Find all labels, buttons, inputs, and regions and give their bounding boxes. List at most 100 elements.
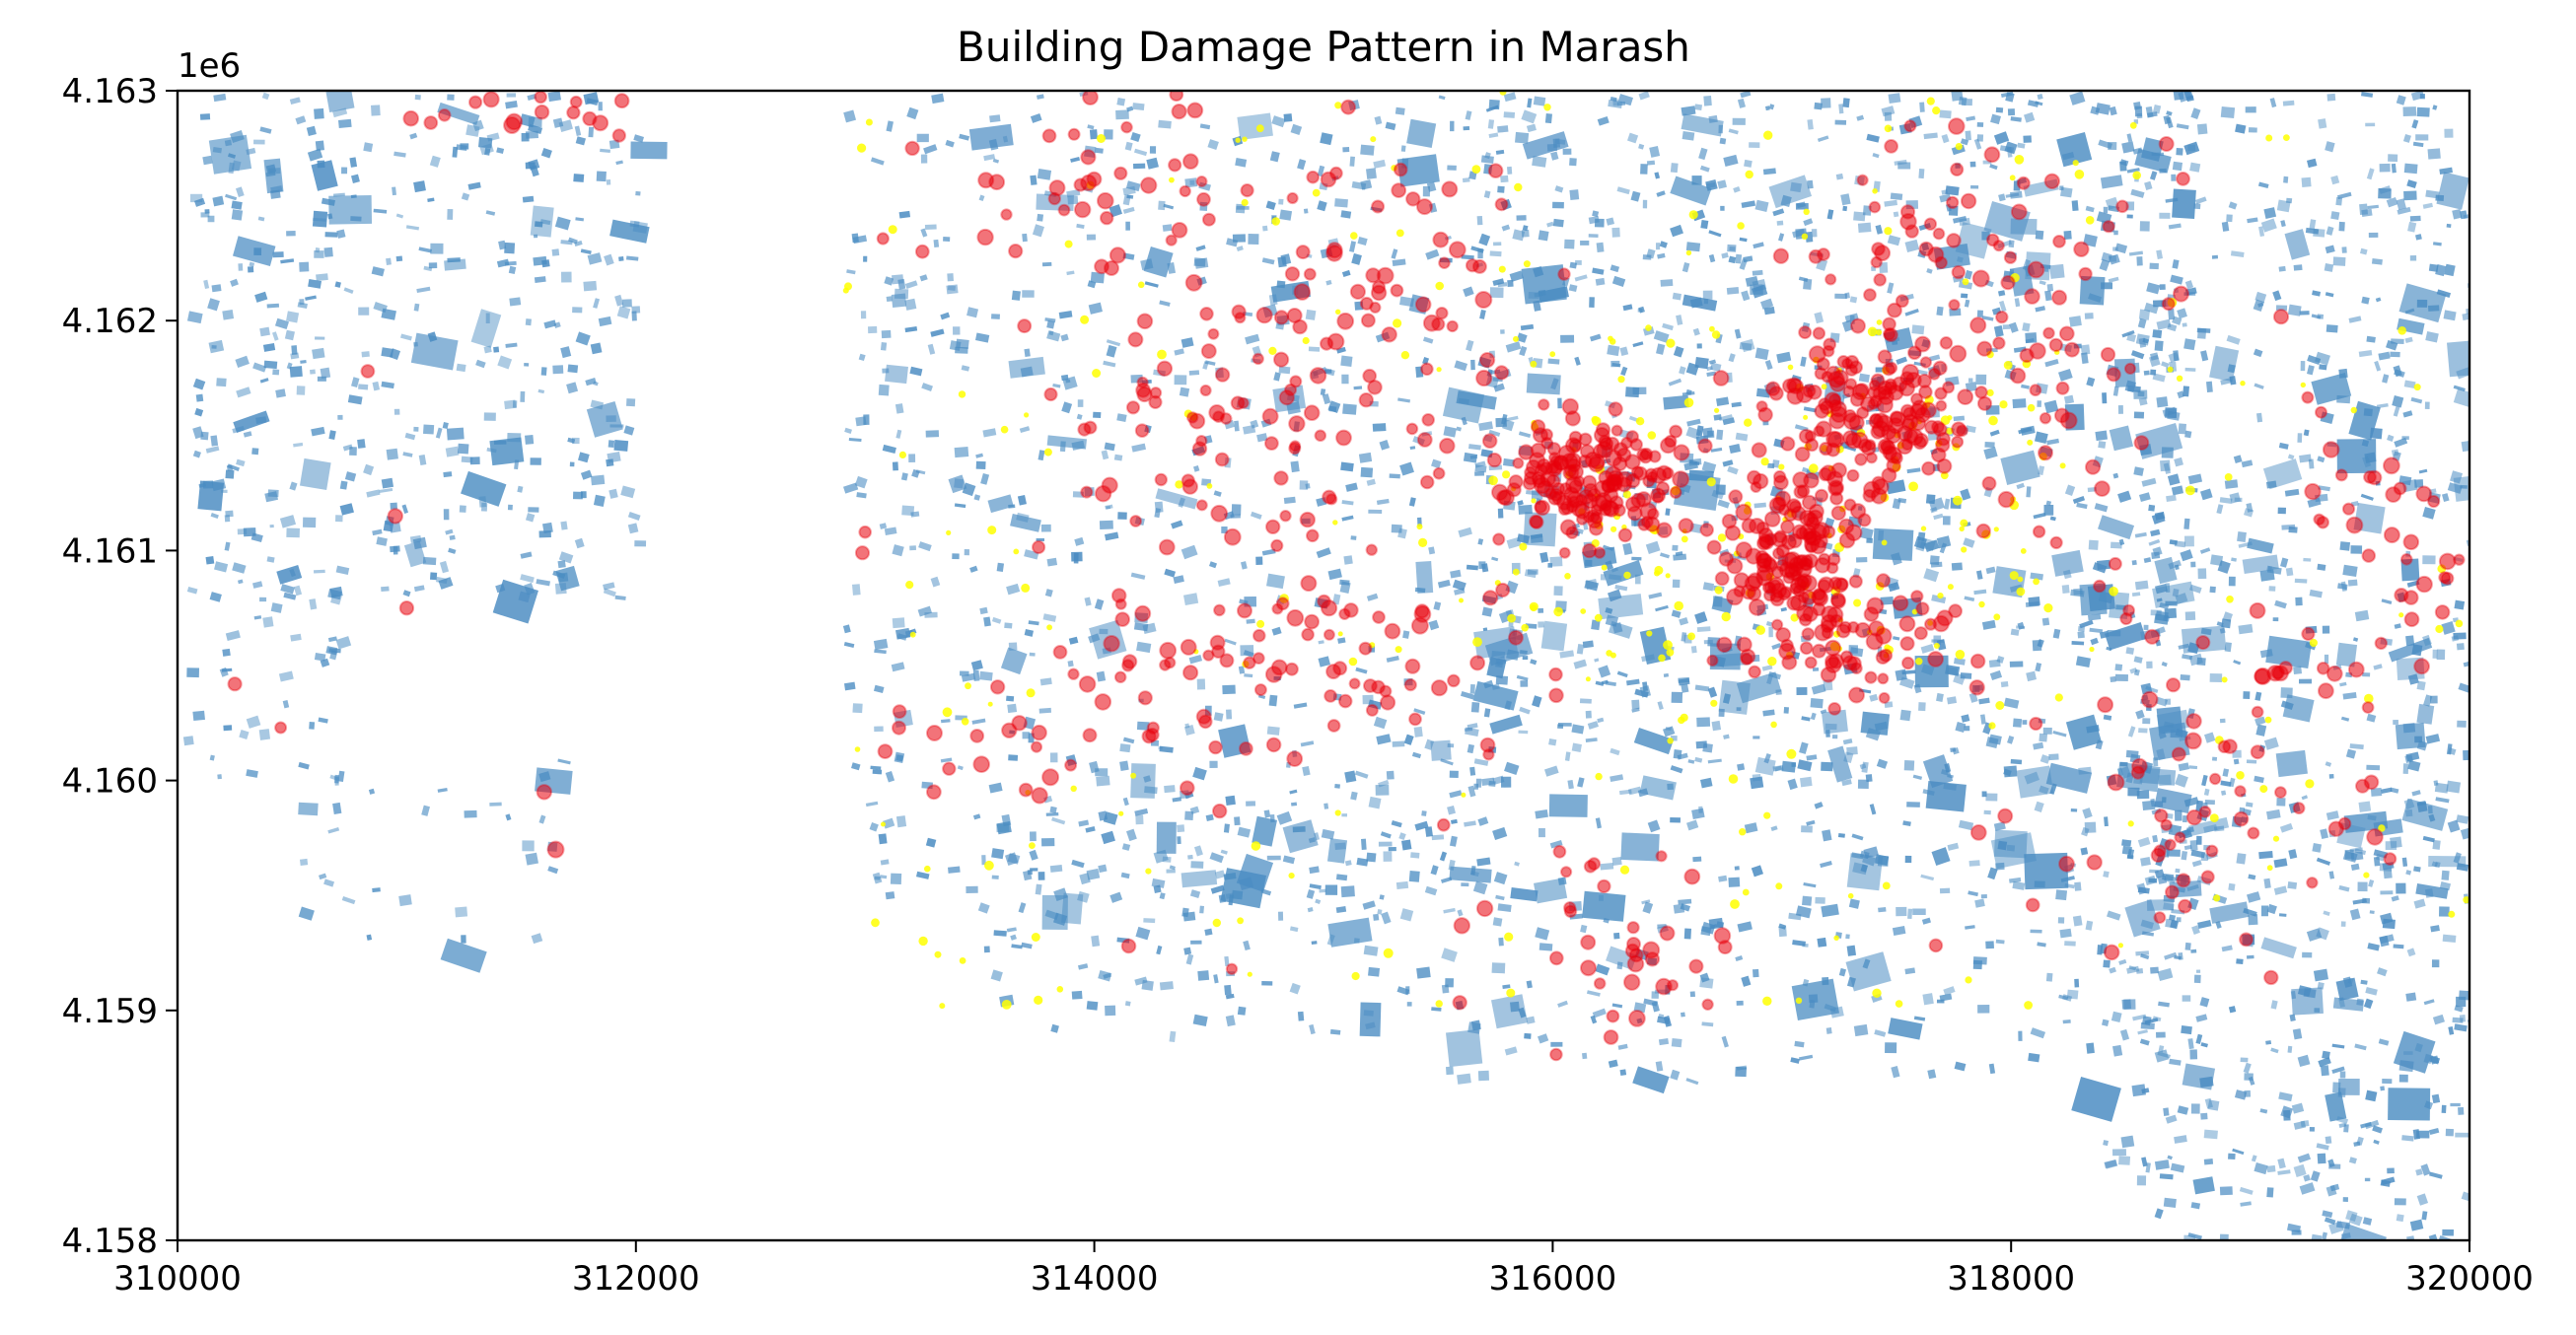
building-footprint [2388,154,2398,163]
building-footprint [1447,743,1455,748]
building-footprint [2070,808,2078,812]
building-footprint [357,439,366,449]
severe-damage-point [1997,808,2014,824]
building-footprint [286,527,300,538]
moderate-damage-point [2350,406,2357,414]
moderate-damage-point [1435,281,1444,291]
severe-damage-point [1270,538,1284,553]
building-footprint [449,534,456,540]
building-footprint [2383,868,2393,879]
severe-damage-point [2322,441,2340,458]
building-footprint [1122,206,1135,214]
building-footprint [1006,583,1021,596]
building-footprint [2362,897,2371,904]
severe-damage-point [1413,605,1432,623]
severe-damage-point [1325,664,1342,680]
building-footprint [1243,424,1256,435]
moderate-damage-point [1601,564,1608,571]
building-footprint [957,765,964,771]
building-footprint [1463,286,1474,298]
building-footprint [1656,243,1661,250]
building-footprint [276,564,303,585]
building-footprint [1353,386,1363,390]
building-footprint [2121,845,2132,856]
building-footprint [1309,866,1320,875]
building-footprint [1719,137,1727,145]
moderate-damage-point [2074,170,2085,179]
building-footprint [2119,161,2127,172]
moderate-damage-point [1988,722,1996,730]
building-footprint [631,306,641,314]
building-footprint [1020,366,1034,378]
building-footprint [310,369,316,375]
severe-damage-point [2301,390,2315,404]
building-footprint [489,437,525,466]
severe-damage-point [876,232,890,246]
severe-damage-point [1606,1009,1620,1023]
building-footprint [2018,1030,2023,1041]
building-footprint [525,318,532,326]
building-footprint [2133,411,2145,419]
moderate-damage-point [1521,623,1529,632]
severe-damage-point [1234,312,1247,324]
building-footprint [2244,1073,2254,1081]
severe-damage-point [1969,316,1987,334]
severe-damage-point [1827,393,1841,406]
building-footprint [253,139,265,145]
severe-damage-point [2102,220,2115,234]
building-footprint [1980,894,1987,899]
severe-damage-point [1164,656,1177,669]
building-footprint [2338,221,2345,232]
building-footprint [1409,446,1416,450]
building-footprint [2413,866,2421,873]
building-footprint [1443,426,1457,438]
severe-damage-point [1255,307,1273,324]
moderate-damage-point [1580,608,1587,614]
building-footprint [1340,355,1353,367]
building-footprint [216,378,227,387]
building-footprint [954,447,969,458]
building-footprint [539,219,551,226]
building-footprint [383,520,394,532]
building-footprint [1250,511,1262,520]
building-footprint [1146,157,1159,170]
building-footprint [588,126,594,138]
building-footprint [890,873,902,885]
severe-damage-point [1992,336,2006,350]
building-footprint [1268,694,1278,707]
building-footprint [880,859,890,866]
building-footprint [1700,926,1712,937]
building-footprint [262,342,276,352]
severe-damage-point [1284,266,1301,282]
building-footprint [1562,148,1572,155]
building-footprint [1821,98,1831,108]
severe-damage-point [1748,665,1761,679]
severe-damage-point [1284,662,1299,676]
building-footprint [232,562,247,574]
building-footprint [918,541,932,552]
moderate-damage-point [934,950,942,958]
severe-damage-point [1580,934,1597,950]
severe-damage-point [1481,433,1498,450]
building-footprint [246,715,261,729]
building-footprint [2356,998,2364,1007]
severe-damage-point [2234,785,2247,798]
building-footprint [1135,814,1144,825]
building-footprint [1672,292,1682,301]
building-footprint [1199,123,1211,130]
moderate-damage-point [1080,315,1090,324]
building-footprint [1343,555,1353,565]
moderate-damage-point [1383,948,1394,958]
building-footprint [2112,1149,2127,1157]
severe-damage-point [2093,579,2107,594]
severe-damage-point [1475,899,1494,918]
building-footprint [573,174,585,182]
building-footprint [1540,620,1568,652]
building-footprint [402,590,411,597]
building-footprint [199,113,211,120]
severe-damage-point [1223,527,1242,546]
moderate-damage-point [1549,351,1556,358]
moderate-damage-point [2009,571,2019,581]
building-footprint [1538,943,1553,951]
building-footprint [540,367,547,376]
